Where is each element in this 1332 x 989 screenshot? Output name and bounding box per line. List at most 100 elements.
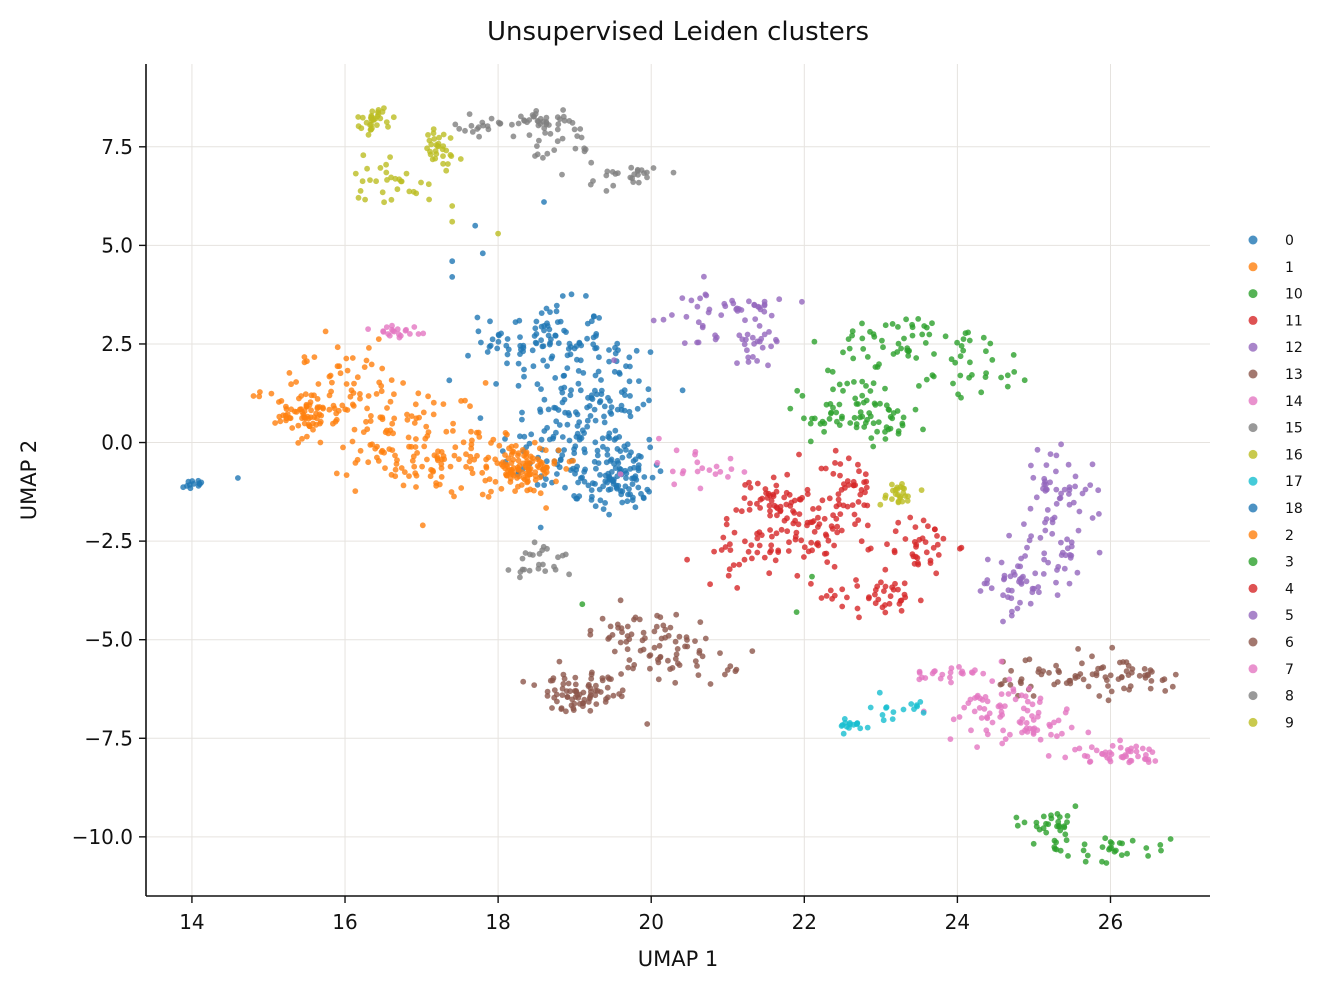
- point-cluster-6: [1022, 657, 1029, 664]
- point-cluster-11: [822, 465, 829, 472]
- point-cluster-10: [1084, 852, 1091, 859]
- point-cluster-7: [1023, 725, 1030, 732]
- point-cluster-6: [684, 637, 690, 643]
- point-cluster-1: [379, 365, 386, 372]
- point-cluster-7: [1152, 758, 1159, 764]
- point-cluster-2: [524, 458, 531, 465]
- point-cluster-0: [465, 352, 471, 359]
- point-cluster-11: [863, 478, 870, 485]
- point-cluster-17: [847, 720, 853, 726]
- point-cluster-2: [492, 478, 499, 485]
- point-cluster-1: [400, 380, 406, 386]
- point-cluster-3: [987, 340, 994, 347]
- point-cluster-3: [929, 320, 935, 327]
- point-cluster-10: [1013, 814, 1020, 821]
- point-cluster-3: [849, 332, 855, 339]
- point-cluster-0: [573, 467, 580, 473]
- point-cluster-3: [799, 392, 806, 399]
- point-cluster-3: [909, 332, 916, 339]
- point-cluster-0: [568, 291, 575, 298]
- point-cluster-6: [1079, 660, 1085, 667]
- point-cluster-7: [1018, 720, 1024, 726]
- point-cluster-12: [713, 334, 720, 341]
- point-cluster-9: [432, 148, 439, 154]
- point-cluster-0: [591, 458, 598, 465]
- point-cluster-7: [1124, 747, 1131, 753]
- point-cluster-0: [607, 409, 614, 415]
- point-cluster-6: [604, 684, 611, 691]
- point-cluster-13: [1096, 693, 1103, 699]
- point-cluster-0: [583, 293, 589, 299]
- point-cluster-0: [498, 330, 504, 337]
- point-cluster-2: [422, 435, 429, 442]
- point-cluster-6: [1051, 681, 1058, 688]
- point-cluster-9: [449, 218, 456, 225]
- point-cluster-12: [773, 338, 780, 345]
- point-cluster-3: [962, 330, 969, 337]
- point-cluster-8: [518, 113, 524, 120]
- point-cluster-10: [1099, 858, 1105, 865]
- point-cluster-6: [572, 681, 579, 688]
- point-cluster-13: [1098, 665, 1105, 671]
- point-cluster-0: [526, 440, 533, 447]
- point-cluster-1: [295, 440, 302, 446]
- point-cluster-7: [1031, 725, 1038, 732]
- point-cluster-4: [727, 547, 734, 553]
- point-cluster-11: [878, 579, 884, 586]
- point-cluster-2: [392, 452, 398, 459]
- point-cluster-0: [484, 349, 491, 355]
- point-cluster-1: [276, 399, 282, 405]
- point-cluster-0: [579, 427, 586, 434]
- point-cluster-0: [606, 430, 613, 437]
- point-cluster-14: [415, 331, 422, 337]
- point-cluster-3: [855, 401, 861, 407]
- point-cluster-7: [1081, 752, 1088, 759]
- point-cluster-1: [272, 420, 278, 426]
- point-cluster-0: [556, 464, 563, 471]
- point-cluster-5: [1066, 501, 1073, 508]
- point-cluster-3: [982, 374, 989, 380]
- point-cluster-15: [509, 121, 515, 128]
- point-cluster-12: [799, 298, 805, 305]
- point-cluster-6: [672, 679, 679, 686]
- point-cluster-0: [538, 386, 544, 392]
- point-cluster-9: [426, 137, 433, 144]
- point-cluster-7: [1059, 730, 1065, 737]
- point-cluster-4: [736, 561, 743, 568]
- point-cluster-1: [250, 393, 257, 399]
- point-cluster-0: [449, 274, 456, 280]
- point-cluster-4: [734, 585, 741, 591]
- point-cluster-9: [436, 134, 442, 141]
- point-cluster-15: [635, 179, 642, 186]
- point-cluster-5: [1009, 608, 1015, 615]
- point-cluster-3: [899, 422, 906, 429]
- point-cluster-6: [702, 635, 709, 642]
- point-cluster-0: [548, 336, 554, 343]
- point-cluster-11: [917, 597, 924, 604]
- point-cluster-13: [558, 706, 565, 712]
- point-cluster-3: [886, 407, 892, 413]
- point-cluster-9: [447, 135, 454, 141]
- point-cluster-7: [1006, 676, 1013, 683]
- legend-marker-6: [1248, 637, 1258, 647]
- point-cluster-0: [635, 484, 642, 491]
- point-cluster-3: [836, 381, 843, 388]
- point-cluster-2: [412, 470, 419, 477]
- point-cluster-9: [425, 181, 432, 188]
- point-cluster-4: [769, 533, 775, 540]
- point-cluster-2: [520, 474, 527, 481]
- point-cluster-12: [765, 362, 771, 369]
- point-cluster-6: [1030, 693, 1037, 699]
- point-cluster-7: [1036, 699, 1043, 705]
- point-cluster-5: [1053, 500, 1060, 507]
- point-cluster-2: [506, 445, 512, 452]
- point-cluster-7: [998, 691, 1005, 697]
- point-cluster-0: [552, 375, 559, 381]
- point-cluster-3: [793, 609, 800, 615]
- point-cluster-8: [543, 120, 550, 126]
- point-cluster-6: [1077, 671, 1084, 677]
- point-cluster-2: [412, 444, 419, 450]
- point-cluster-0: [504, 351, 511, 358]
- point-cluster-11: [837, 461, 844, 467]
- point-cluster-7: [1018, 692, 1025, 699]
